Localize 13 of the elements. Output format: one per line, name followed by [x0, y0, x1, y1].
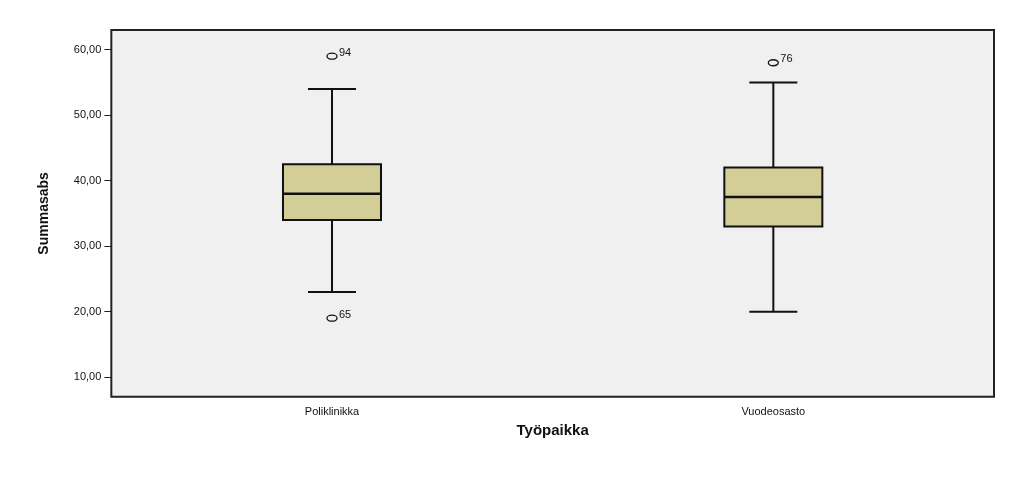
- y-tick-label: 60,00: [73, 42, 102, 55]
- x-axis-title: Työpaikka: [516, 421, 590, 439]
- y-tick-label: 30,00: [73, 239, 102, 252]
- x-tick-label: Poliklinikka: [304, 405, 361, 418]
- annotation: 94: [339, 45, 352, 58]
- y-tick-label: 10,00: [73, 370, 102, 383]
- y-tick-label: 20,00: [73, 304, 102, 317]
- y-tick-label: 40,00: [73, 173, 102, 186]
- annotation: 65: [339, 307, 352, 320]
- annotation: 76: [780, 52, 793, 65]
- y-axis-title: Summasabs: [35, 171, 52, 255]
- x-tick-label: Vuodeosasto: [741, 405, 806, 418]
- y-tick-label: 50,00: [73, 108, 102, 121]
